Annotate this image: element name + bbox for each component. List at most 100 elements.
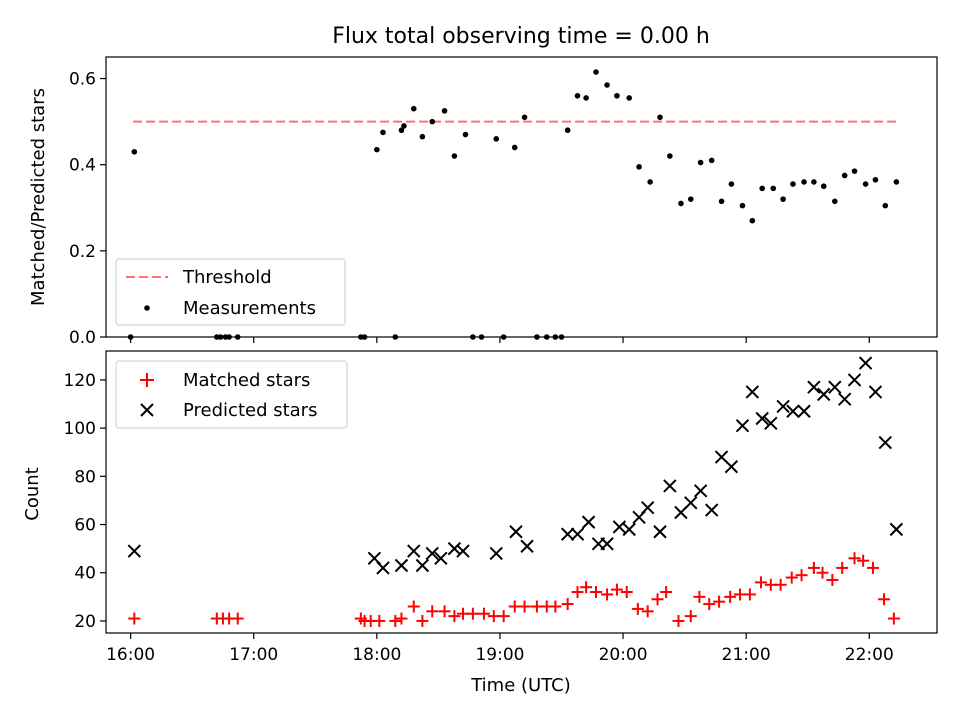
matched-star-point — [866, 561, 879, 574]
predicted-star-point — [755, 411, 769, 426]
matched-star-point — [816, 566, 829, 579]
measurement-point — [893, 179, 900, 185]
predicted-star-point — [600, 537, 614, 551]
legend-matched-label: Matched stars — [183, 370, 310, 391]
predicted-star-point — [653, 525, 667, 539]
measurement-point — [667, 153, 673, 159]
matched-star-point — [754, 576, 767, 589]
bottom-ytick-label-1: 40 — [74, 564, 96, 584]
predicted-star-point — [847, 373, 862, 387]
matched-star-point — [231, 612, 244, 625]
measurement-point — [790, 181, 796, 187]
top-y-ticks: 0.0 0.2 0.4 0.6 — [69, 70, 106, 348]
measurement-point — [759, 185, 765, 192]
predicted-star-point — [817, 387, 831, 402]
measurement-point — [708, 157, 715, 164]
predicted-star-point — [684, 496, 698, 510]
matched-star-point — [631, 602, 644, 615]
predicted-star-point — [520, 539, 534, 553]
matched-star-point — [878, 593, 891, 606]
measurement-point — [462, 131, 469, 138]
measurement-point — [697, 159, 704, 166]
predicted-star-point — [489, 546, 503, 561]
predicted-star-point — [407, 544, 421, 558]
top-ytick-label-0: 0.0 — [69, 328, 96, 348]
matched-star-point — [774, 578, 787, 591]
measurement-point — [401, 123, 407, 129]
bottom-ytick-label-0: 20 — [74, 612, 96, 632]
predicted-star-point — [735, 419, 750, 433]
xtick-label-6: 22:00 — [845, 645, 894, 665]
measurement-point — [380, 129, 386, 136]
predicted-star-point — [837, 392, 852, 406]
matched-star-point — [389, 614, 402, 627]
measurement-point — [441, 108, 448, 114]
measurement-point — [832, 198, 838, 205]
matched-star-point — [795, 569, 808, 582]
matched-star-point — [438, 605, 451, 618]
predicted-star-point — [425, 546, 439, 561]
measurement-point — [820, 183, 827, 190]
measurement-point — [841, 172, 848, 179]
legend-measurements-label: Measurements — [183, 298, 316, 319]
top-legend: Threshold Measurements — [115, 258, 346, 326]
bottom-legend-box — [115, 360, 348, 429]
top-ytick-label-2: 0.4 — [69, 156, 96, 176]
predicted-star-point — [663, 479, 677, 493]
matched-star-point — [580, 581, 593, 594]
predicted-star-point — [560, 527, 575, 541]
matched-star-point — [128, 612, 141, 625]
predicted-star-point — [828, 380, 842, 394]
measurement-point — [647, 179, 653, 185]
top-ytick-label-3: 0.6 — [69, 70, 96, 90]
measurement-point — [801, 179, 807, 185]
bottom-ytick-label-2: 60 — [74, 516, 96, 536]
matched-star-point — [826, 573, 839, 586]
predicted-star-point — [622, 522, 636, 537]
matched-star-point — [466, 607, 479, 620]
measurement-point — [451, 153, 458, 159]
chart-title: Flux total observing time = 0.00 h — [332, 24, 710, 49]
predicted-star-point — [581, 515, 596, 529]
bottom-ytick-label-4: 100 — [64, 419, 96, 439]
measurement-point — [718, 198, 725, 205]
matched-star-point — [601, 588, 614, 601]
matched-star-point — [807, 561, 820, 574]
bottom-ytick-label-5: 120 — [64, 371, 96, 391]
top-panel: 0.0 0.2 0.4 0.6 Matched/Predicted stars Thr… — [28, 56, 938, 348]
measurement-point — [511, 144, 518, 151]
legend-matched-swatch — [140, 373, 154, 387]
predicted-star-point — [434, 551, 448, 565]
measurement-point — [739, 202, 746, 209]
matched-star-point — [497, 610, 510, 623]
matched-star-point — [448, 610, 461, 623]
measurement-point — [636, 164, 642, 170]
measurement-point — [749, 217, 756, 224]
matched-star-point — [857, 554, 870, 567]
xtick-label-3: 19:00 — [475, 645, 524, 665]
top-x-ticks — [130, 337, 870, 343]
measurement-point — [851, 168, 858, 174]
matched-star-point — [660, 586, 673, 599]
top-marks — [127, 69, 900, 340]
measurement-point — [493, 136, 500, 142]
matched-star-point — [693, 590, 706, 603]
matched-star-point — [589, 586, 602, 599]
matched-star-point — [713, 595, 726, 608]
predicted-star-point — [724, 459, 739, 474]
matched-star-point — [672, 614, 685, 627]
matched-star-point — [848, 552, 861, 565]
measurement-point — [583, 95, 589, 101]
matched-star-point — [785, 571, 798, 584]
measurement-point — [374, 146, 380, 153]
matched-star-point — [651, 593, 664, 606]
predicted-star-point — [776, 399, 790, 414]
measurement-point — [604, 82, 610, 88]
predicted-star-point — [786, 404, 800, 418]
xtick-label-4: 20:00 — [599, 645, 648, 665]
bottom-marks — [127, 356, 904, 627]
matched-star-point — [887, 612, 900, 625]
matched-star-point — [373, 614, 386, 627]
measurement-point — [429, 118, 436, 125]
